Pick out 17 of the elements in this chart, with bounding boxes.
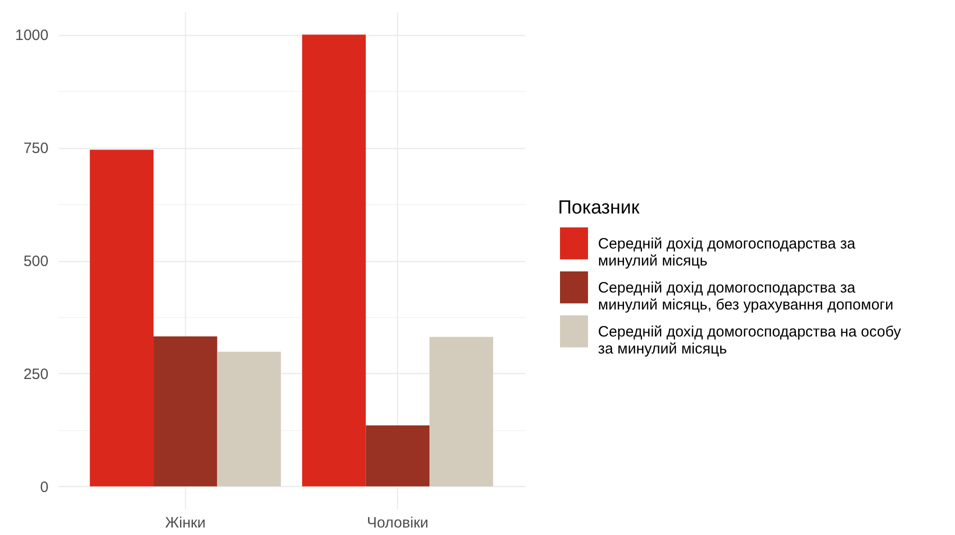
bar [217,352,281,486]
y-tick-label: 500 [23,253,48,270]
y-tick-label: 750 [23,140,48,158]
legend-label: Середній дохід домогосподарства на особу за минулий місяць [598,323,902,358]
legend-label: Середній дохід домогосподарства за минулий місяць, без урахування допомоги [598,279,894,314]
legend-title: Показник [558,197,640,218]
y-tick-label: 1000 [15,27,48,44]
y-tick-label: 250 [23,366,48,383]
x-tick-label: Чоловіки [366,514,428,532]
bar [429,336,494,486]
bar [302,34,366,486]
x-tick-label: Жінки [165,514,206,532]
bar [366,425,430,486]
bar [154,336,218,486]
legend-label: Середній дохід домогосподарства за минулий місяць [598,235,856,270]
bar [90,150,154,486]
y-tick-label: 0 [40,478,48,496]
